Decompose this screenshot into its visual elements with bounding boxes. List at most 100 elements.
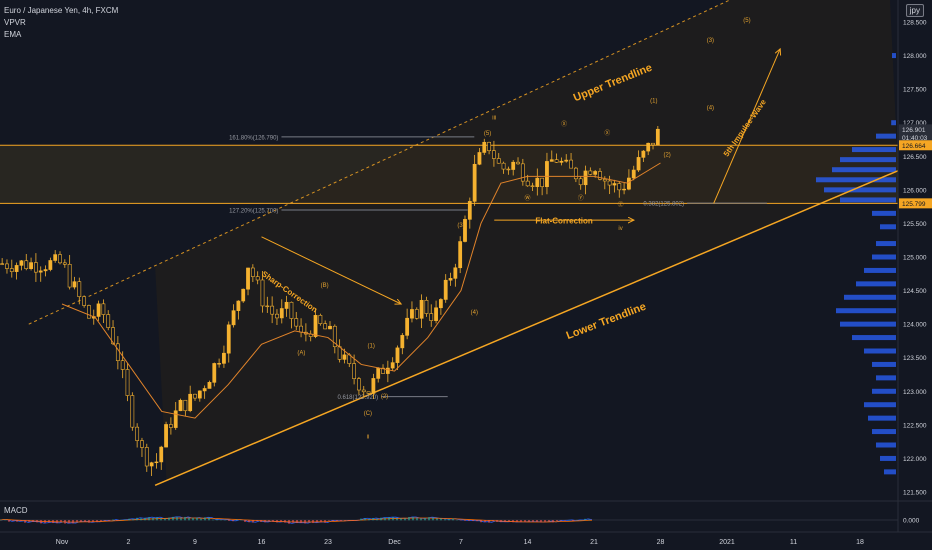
macd-histogram-bar	[48, 520, 50, 523]
macd-histogram-bar	[528, 520, 530, 522]
price-tick-label: 127.500	[903, 87, 927, 94]
macd-histogram-bar	[340, 520, 342, 522]
macd-histogram-bar	[64, 520, 66, 524]
indicator-vpvr[interactable]: VPVR	[4, 18, 26, 27]
macd-histogram-bar	[252, 520, 254, 523]
candle-body	[9, 268, 14, 272]
candle-body	[496, 158, 501, 164]
candle-body	[342, 354, 347, 360]
macd-histogram-bar	[120, 519, 122, 521]
time-tick-label: 9	[193, 539, 197, 546]
candle-body	[270, 305, 275, 315]
candle-body	[29, 262, 33, 269]
macd-histogram-bar	[28, 520, 30, 522]
candle-body	[448, 278, 453, 281]
candle-body	[197, 390, 202, 399]
macd-histogram-bar	[116, 520, 118, 521]
candle-body	[140, 440, 144, 448]
time-tick-label: 7	[459, 539, 463, 546]
annotation-arrow	[261, 236, 402, 304]
macd-histogram-bar	[172, 516, 174, 521]
candle-body	[385, 367, 390, 374]
time-tick-label: 18	[856, 539, 864, 546]
wave-label: (B)	[321, 283, 329, 289]
fib-level-label: 161.80%(126.790)	[229, 135, 278, 141]
candle-body	[173, 410, 178, 428]
macd-histogram-bar	[92, 520, 94, 523]
candle-body	[573, 167, 578, 180]
time-tick-label: 23	[324, 539, 332, 546]
candle-body	[337, 346, 342, 360]
macd-indicator-label[interactable]: MACD	[4, 506, 28, 515]
time-axis-layer: 26Nov291623Dec714212820211118	[0, 531, 932, 546]
macd-histogram-bar	[84, 520, 86, 522]
candle-body	[463, 219, 467, 242]
macd-line	[291, 522, 297, 524]
candle-body	[395, 347, 400, 363]
candle-body	[289, 301, 294, 319]
macd-histogram-bar	[264, 520, 266, 523]
candle-body	[275, 313, 279, 319]
macd-histogram-bar	[544, 520, 546, 522]
candle-body	[67, 263, 72, 288]
macd-histogram-bar	[160, 518, 162, 521]
macd-histogram-bar	[176, 516, 178, 521]
macd-value-label: 0.000	[903, 518, 920, 525]
annotation-text: Flat-Correction	[535, 216, 592, 225]
ticker-badge[interactable]: jpy	[905, 4, 924, 17]
macd-histogram-bar	[24, 520, 26, 523]
symbol-title[interactable]: Euro / Japanese Yen, 4h, FXCM	[4, 6, 119, 15]
macd-histogram-bar	[108, 520, 110, 522]
upper-trendline	[28, 0, 731, 325]
wave-label: Ⓧ	[561, 120, 567, 128]
candle-body	[193, 393, 197, 399]
wave-label: (4)	[707, 105, 714, 111]
wave-label: (2)	[663, 152, 670, 158]
candle-body	[38, 270, 43, 273]
macd-histogram-bar	[76, 520, 78, 522]
price-tick-label: 125.500	[903, 221, 927, 228]
price-tick-label: 128.000	[903, 53, 927, 60]
time-tick-label: Nov	[56, 539, 69, 546]
candle-body	[578, 178, 583, 186]
candle-body	[434, 307, 438, 321]
wave-label: (2)	[381, 394, 388, 400]
candle-body	[390, 362, 395, 369]
wave-label: (4)	[471, 310, 478, 316]
candle-body	[135, 426, 140, 441]
wave-label: (3)	[707, 38, 714, 44]
macd-histogram-bar	[588, 519, 590, 521]
macd-histogram-bar	[420, 518, 422, 521]
macd-histogram-bar	[348, 520, 350, 521]
macd-histogram-bar	[584, 518, 586, 521]
macd-histogram-bar	[132, 519, 134, 521]
macd-histogram-bar	[88, 520, 90, 523]
candle-body	[24, 260, 29, 269]
candle-body	[535, 177, 540, 187]
wave-label: iv	[618, 226, 622, 232]
volume-profile-bar	[864, 267, 896, 273]
wave-label: ii	[367, 434, 370, 440]
candle-body	[53, 254, 58, 261]
macd-histogram-bar	[148, 517, 150, 521]
candle-body	[62, 262, 67, 265]
macd-histogram-bar	[412, 517, 414, 521]
macd-histogram-bar	[572, 520, 574, 521]
volume-profile-bar	[840, 157, 896, 163]
candle-body	[77, 281, 82, 297]
wave-label: (5)	[743, 18, 750, 24]
candle-body	[540, 177, 545, 188]
macd-histogram-bar	[320, 520, 322, 523]
consolidation-zone-layer	[0, 0, 898, 481]
fib-level-label: 0.618(122.920)	[337, 395, 378, 401]
candle-body	[376, 367, 381, 379]
candle-body	[477, 152, 482, 165]
macd-histogram-bar	[280, 520, 282, 522]
macd-histogram-bar	[328, 520, 330, 521]
macd-histogram-bar	[344, 520, 346, 521]
macd-histogram-bar	[472, 520, 474, 522]
indicator-ema[interactable]: EMA	[4, 30, 22, 39]
macd-histogram-bar	[164, 518, 166, 521]
macd-line	[27, 521, 33, 523]
